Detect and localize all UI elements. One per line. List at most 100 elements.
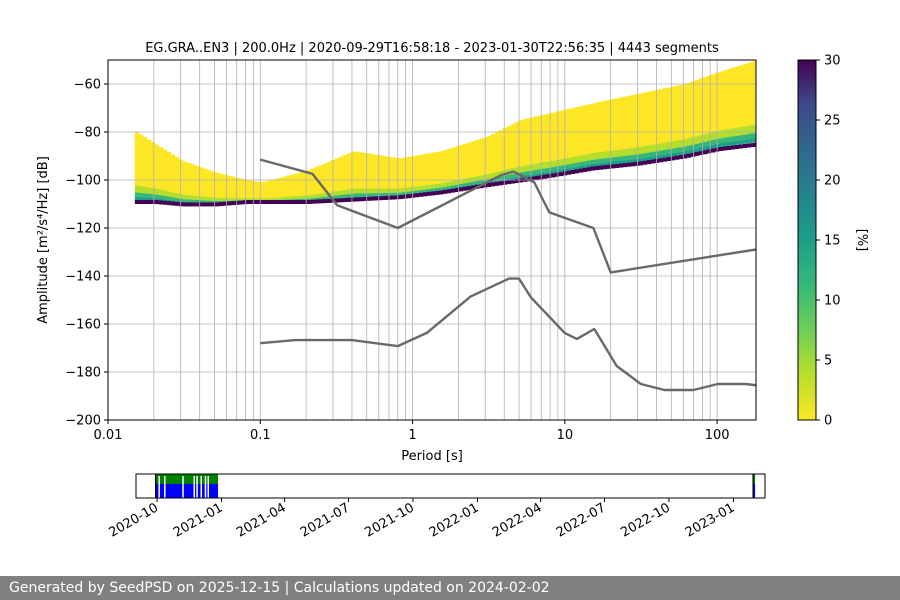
psd-cell — [490, 182, 496, 187]
psd-cell — [626, 162, 632, 167]
psd-cell — [502, 180, 508, 185]
psd-heatmap — [134, 60, 756, 207]
psd-cell — [638, 158, 644, 162]
psd-cell — [702, 141, 708, 147]
psd-cell — [634, 158, 640, 163]
psd-cell — [638, 146, 644, 154]
psd-cell — [150, 194, 156, 198]
psd-cell — [642, 153, 648, 158]
psd-cell — [566, 164, 572, 169]
data-coverage-bar — [753, 484, 756, 498]
psd-cell — [162, 200, 168, 205]
psd-cell — [262, 200, 268, 204]
psd-cell — [738, 126, 744, 136]
footer-text: Generated by SeedPSD on 2025-12-15 | Cal… — [0, 576, 900, 600]
psd-cell — [270, 179, 276, 198]
psd-cell — [646, 152, 652, 157]
psd-cell — [634, 154, 640, 159]
coverage-gap — [207, 476, 210, 498]
psd-cell — [554, 170, 560, 174]
psd-cell — [282, 176, 288, 197]
psd-cell — [598, 151, 604, 159]
psd-cell — [390, 188, 396, 193]
psd-cell — [318, 199, 324, 204]
psd-cell — [242, 197, 248, 201]
psd-cell — [594, 102, 600, 153]
psd-cell — [206, 202, 212, 207]
psd-cell — [722, 70, 728, 130]
colorbar — [797, 59, 817, 421]
psd-cell — [566, 157, 572, 165]
psd-cell — [154, 200, 160, 205]
psd-cell — [378, 188, 384, 194]
processed-coverage-bar — [753, 474, 756, 484]
psd-cell — [338, 156, 344, 191]
psd-cell — [526, 174, 532, 179]
psd-cell — [154, 188, 160, 195]
psd-cell — [598, 158, 604, 163]
psd-cell — [430, 188, 436, 192]
psd-cell — [346, 194, 352, 198]
psd-cell — [610, 161, 616, 165]
psd-cell — [558, 169, 564, 173]
psd-cell — [266, 197, 272, 201]
timeline-tick-label: 2020-10 — [106, 500, 161, 540]
psd-cell — [606, 164, 612, 169]
psd-cell — [354, 193, 360, 197]
psd-cell — [534, 163, 540, 170]
psd-cell — [510, 179, 516, 184]
psd-cell — [162, 149, 168, 191]
psd-cell — [282, 196, 288, 200]
psd-cell — [374, 188, 380, 194]
psd-cell — [162, 190, 168, 196]
psd-figure: EG.GRA..EN3 | 200.0Hz | 2020-09-29T16:58… — [36, 41, 869, 541]
psd-cell — [218, 200, 224, 203]
psd-cell — [258, 182, 264, 199]
psd-cell — [622, 155, 628, 161]
psd-cell — [142, 193, 148, 198]
psd-cell — [526, 118, 532, 165]
timeline-tick-label: 2021-04 — [234, 500, 289, 540]
psd-cell — [182, 202, 188, 207]
psd-cell — [486, 173, 492, 179]
psd-cell — [478, 180, 484, 184]
psd-cell — [174, 193, 180, 199]
psd-cell — [534, 169, 540, 174]
y-axis-label: Amplitude [m²/s⁴/Hz] [dB] — [36, 156, 51, 324]
psd-cell — [654, 158, 660, 163]
psd-cell — [246, 180, 252, 198]
psd-cell — [278, 200, 284, 204]
psd-cell — [642, 160, 648, 165]
y-tick-label: −180 — [65, 366, 101, 381]
coverage-gap — [196, 476, 198, 498]
psd-cell — [150, 142, 156, 188]
psd-cell — [574, 107, 580, 157]
psd-cell — [394, 188, 400, 193]
noise-models — [259, 158, 756, 392]
psd-cell — [430, 191, 436, 196]
psd-cell — [754, 137, 756, 143]
psd-cell — [166, 191, 172, 197]
psd-cell — [498, 181, 504, 186]
psd-cell — [382, 195, 388, 200]
psd-cell — [186, 199, 192, 203]
psd-cell — [398, 192, 404, 195]
psd-cell — [534, 173, 540, 177]
psd-cell — [446, 181, 452, 187]
psd-cell — [610, 157, 616, 162]
psd-cell — [602, 100, 608, 152]
psd-cell — [578, 155, 584, 162]
psd-cell — [626, 155, 632, 160]
psd-cell — [606, 161, 612, 166]
psd-cell — [502, 175, 508, 180]
colorbar-tick-label: 25 — [824, 114, 841, 129]
psd-cell — [690, 137, 696, 145]
psd-cell — [370, 193, 376, 196]
psd-cell — [442, 186, 448, 190]
psd-cell — [274, 200, 280, 204]
psd-cell — [378, 193, 384, 196]
psd-cell — [370, 188, 376, 194]
psd-cell — [322, 196, 328, 200]
psd-cell — [642, 145, 648, 154]
psd-cell — [438, 183, 444, 188]
